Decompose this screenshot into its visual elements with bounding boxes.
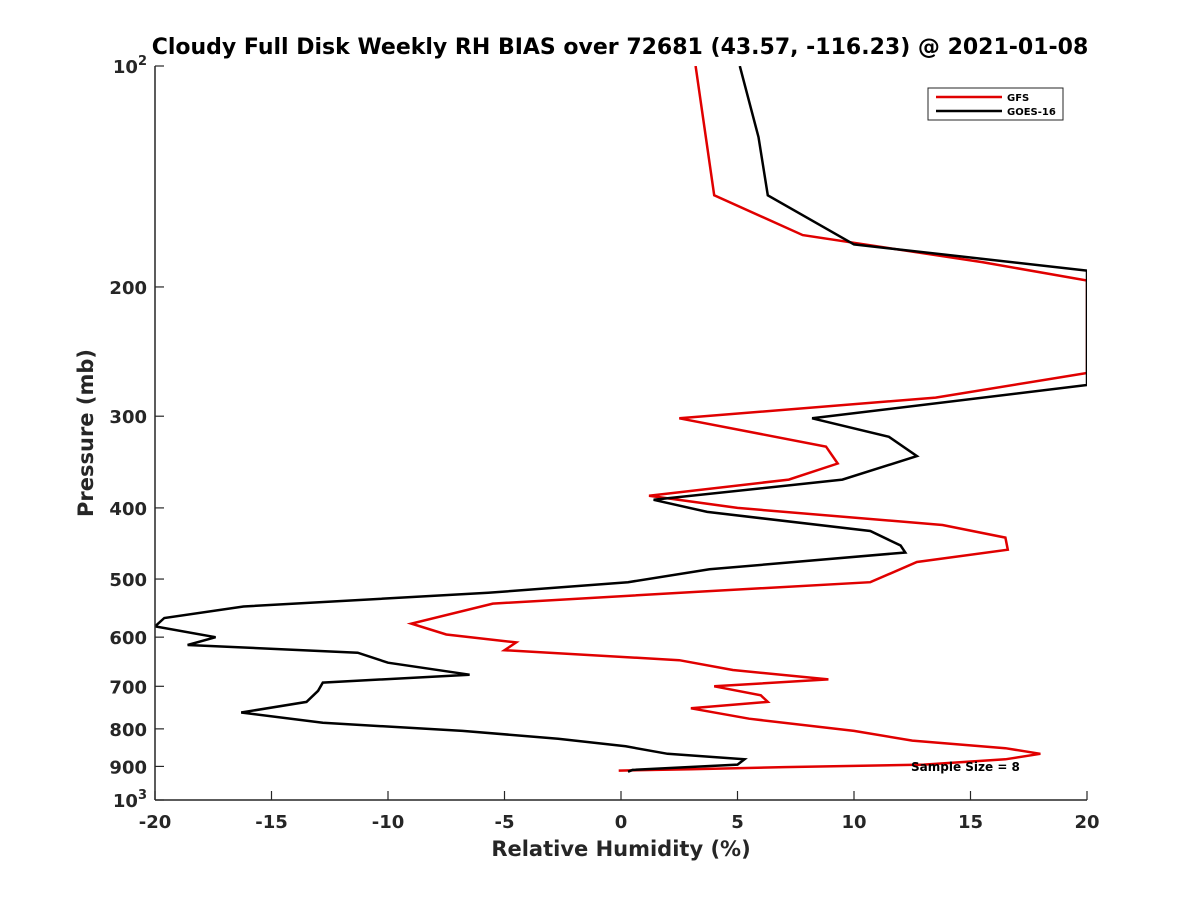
x-tick-label: -20 (139, 812, 172, 833)
x-tick-label: -5 (495, 812, 515, 833)
legend-box (927, 87, 1064, 121)
x-tick-label: -15 (255, 812, 288, 833)
y-tick-label: 600 (109, 628, 147, 649)
y-tick-label: 300 (109, 407, 147, 428)
y-tick-label: 103 (113, 788, 147, 812)
x-tick-label: 0 (615, 812, 628, 833)
legend: GFS GOES-16 (927, 87, 1064, 121)
legend-label-goes16: GOES-16 (1007, 107, 1056, 118)
y-tick-label: 102 (113, 54, 147, 78)
y-tick-label: 200 (109, 278, 147, 299)
sample-size-annotation: Sample Size = 8 (911, 760, 1020, 774)
chart-title: Cloudy Full Disk Weekly RH BIAS over 726… (152, 35, 1089, 60)
series-layer (155, 66, 1087, 773)
series-line-gfs (406, 66, 1087, 772)
y-tick-label: 500 (109, 570, 147, 591)
y-axis-ticks: 102 200 300 400 500 600 700 800 900 103 (109, 54, 164, 812)
y-tick-label: 900 (109, 757, 147, 778)
series-line-goes-16 (155, 66, 1087, 773)
x-axis-ticks: -20 -15 -10 -5 0 5 10 15 20 (139, 791, 1100, 833)
y-tick-label: 800 (109, 720, 147, 741)
x-tick-label: 15 (958, 812, 983, 833)
legend-label-gfs: GFS (1007, 93, 1029, 104)
x-axis-label: Relative Humidity (%) (491, 837, 750, 861)
y-tick-label: 400 (109, 499, 147, 520)
x-tick-label: 20 (1074, 812, 1099, 833)
y-tick-label: 700 (109, 677, 147, 698)
x-tick-label: -10 (372, 812, 405, 833)
x-tick-label: 10 (841, 812, 866, 833)
y-axis-label: Pressure (mb) (74, 349, 98, 517)
x-tick-label: 5 (731, 812, 744, 833)
